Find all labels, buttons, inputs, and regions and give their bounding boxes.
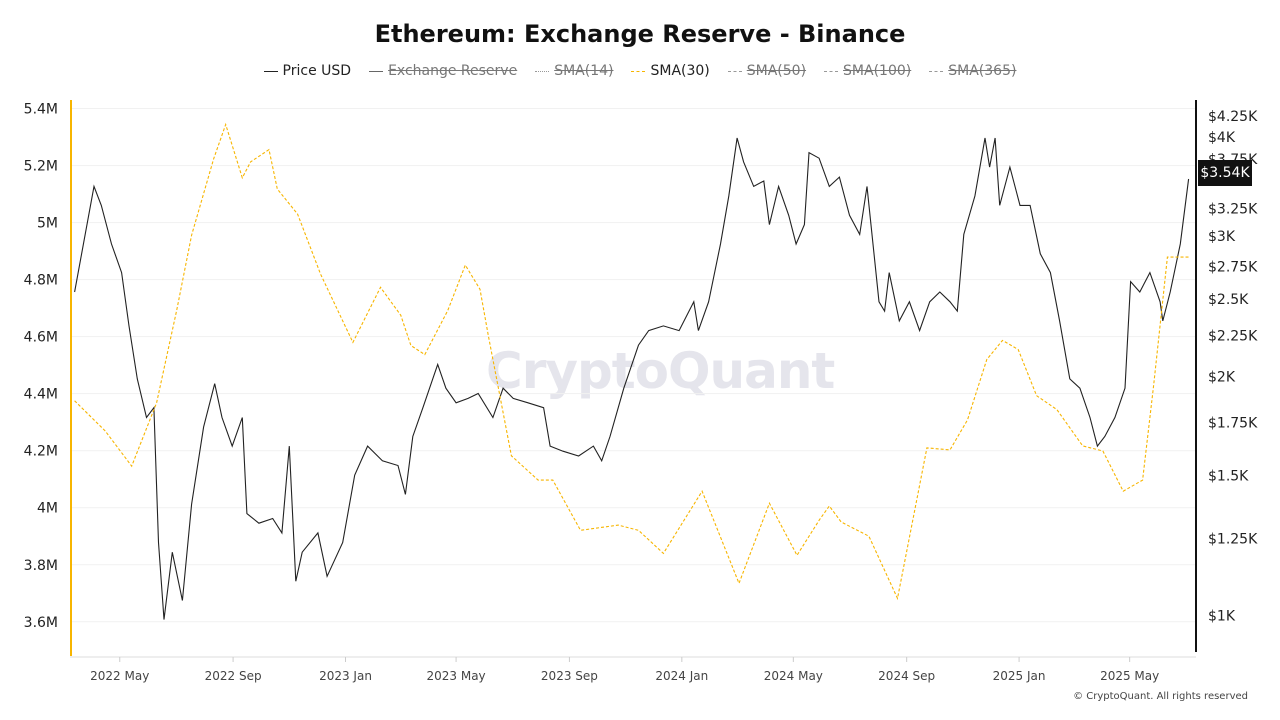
left-axis-tick-label: 5M xyxy=(37,216,58,232)
left-axis-tick-label: 4.6M xyxy=(24,330,58,346)
legend-label: SMA(30) xyxy=(650,63,710,79)
legend-swatch xyxy=(263,70,278,72)
legend: Price USD Exchange Reserve SMA(14) SMA(3… xyxy=(0,63,1280,79)
legend-label: SMA(100) xyxy=(843,63,912,79)
x-axis-tick-label: 2024 Jan xyxy=(655,669,708,683)
right-axis-tick-label: $2.75K xyxy=(1208,259,1258,275)
right-axis-tick-label: $3.25K xyxy=(1208,202,1258,218)
legend-label: SMA(365) xyxy=(948,63,1017,79)
x-axis-tick-label: 2025 May xyxy=(1100,669,1159,683)
left-axis-tick-label: 5.4M xyxy=(24,102,58,118)
right-axis-tick-label: $4.25K xyxy=(1208,109,1258,125)
right-axis-tick-label: $1K xyxy=(1208,609,1236,625)
left-axis-tick-label: 4.8M xyxy=(24,273,58,289)
legend-swatch xyxy=(631,70,646,72)
right-axis-tick-label: $2K xyxy=(1208,369,1236,385)
legend-item-sma50[interactable]: SMA(50) xyxy=(727,63,807,79)
right-axis-tick-label: $4K xyxy=(1208,130,1236,146)
x-axis-tick-label: 2025 Jan xyxy=(993,669,1046,683)
right-axis-tick-label: $3K xyxy=(1208,229,1236,245)
x-axis-tick-label: 2022 Sep xyxy=(205,669,262,683)
chart-title: Ethereum: Exchange Reserve - Binance xyxy=(374,20,906,48)
legend-item-price-usd[interactable]: Price USD xyxy=(263,63,352,79)
left-axis-tick-label: 4M xyxy=(37,501,58,517)
x-axis-tick-label: 2023 May xyxy=(426,669,485,683)
legend-label: Exchange Reserve xyxy=(388,63,518,79)
right-axis-tick-label: $2.25K xyxy=(1208,329,1258,345)
left-axis-tick-label: 3.6M xyxy=(24,615,58,631)
legend-item-sma30[interactable]: SMA(30) xyxy=(631,63,710,79)
left-axis-tick-label: 5.2M xyxy=(24,159,58,175)
x-axis-tick-label: 2023 Sep xyxy=(541,669,598,683)
x-axis-tick-label: 2024 Sep xyxy=(878,669,935,683)
legend-swatch xyxy=(727,70,742,72)
watermark: CryptoQuant xyxy=(486,342,835,400)
left-axis-tick-label: 4.2M xyxy=(24,444,58,460)
current-price-label: $3.54K xyxy=(1198,160,1252,186)
legend-swatch xyxy=(929,70,944,72)
right-axis-tick-label: $1.25K xyxy=(1208,532,1258,548)
right-axis-tick-label: $2.5K xyxy=(1208,292,1249,308)
legend-swatch xyxy=(824,70,839,72)
right-axis-tick-label: $1.5K xyxy=(1208,469,1249,485)
copyright-footer: © CryptoQuant. All rights reserved xyxy=(1073,691,1248,702)
legend-swatch xyxy=(369,70,384,72)
legend-item-sma14[interactable]: SMA(14) xyxy=(535,63,613,79)
legend-label: SMA(50) xyxy=(746,63,807,79)
series-line-sma-30 xyxy=(74,122,1189,601)
series-line-price-usd xyxy=(74,137,1190,620)
left-axis-tick-label: 4.4M xyxy=(24,387,58,403)
left-axis-tick-label: 3.8M xyxy=(24,558,58,574)
legend-swatch xyxy=(535,70,550,72)
legend-label: Price USD xyxy=(282,63,352,79)
legend-item-exchange-reserve[interactable]: Exchange Reserve xyxy=(369,63,517,79)
x-axis-tick-label: 2022 May xyxy=(90,669,149,683)
x-axis-tick-label: 2024 May xyxy=(764,669,823,683)
x-axis-tick-label: 2023 Jan xyxy=(319,669,372,683)
legend-label: SMA(14) xyxy=(554,63,614,79)
legend-item-sma100[interactable]: SMA(100) xyxy=(824,63,911,79)
right-axis-tick-label: $1.75K xyxy=(1208,415,1258,431)
legend-item-sma365[interactable]: SMA(365) xyxy=(929,63,1016,79)
